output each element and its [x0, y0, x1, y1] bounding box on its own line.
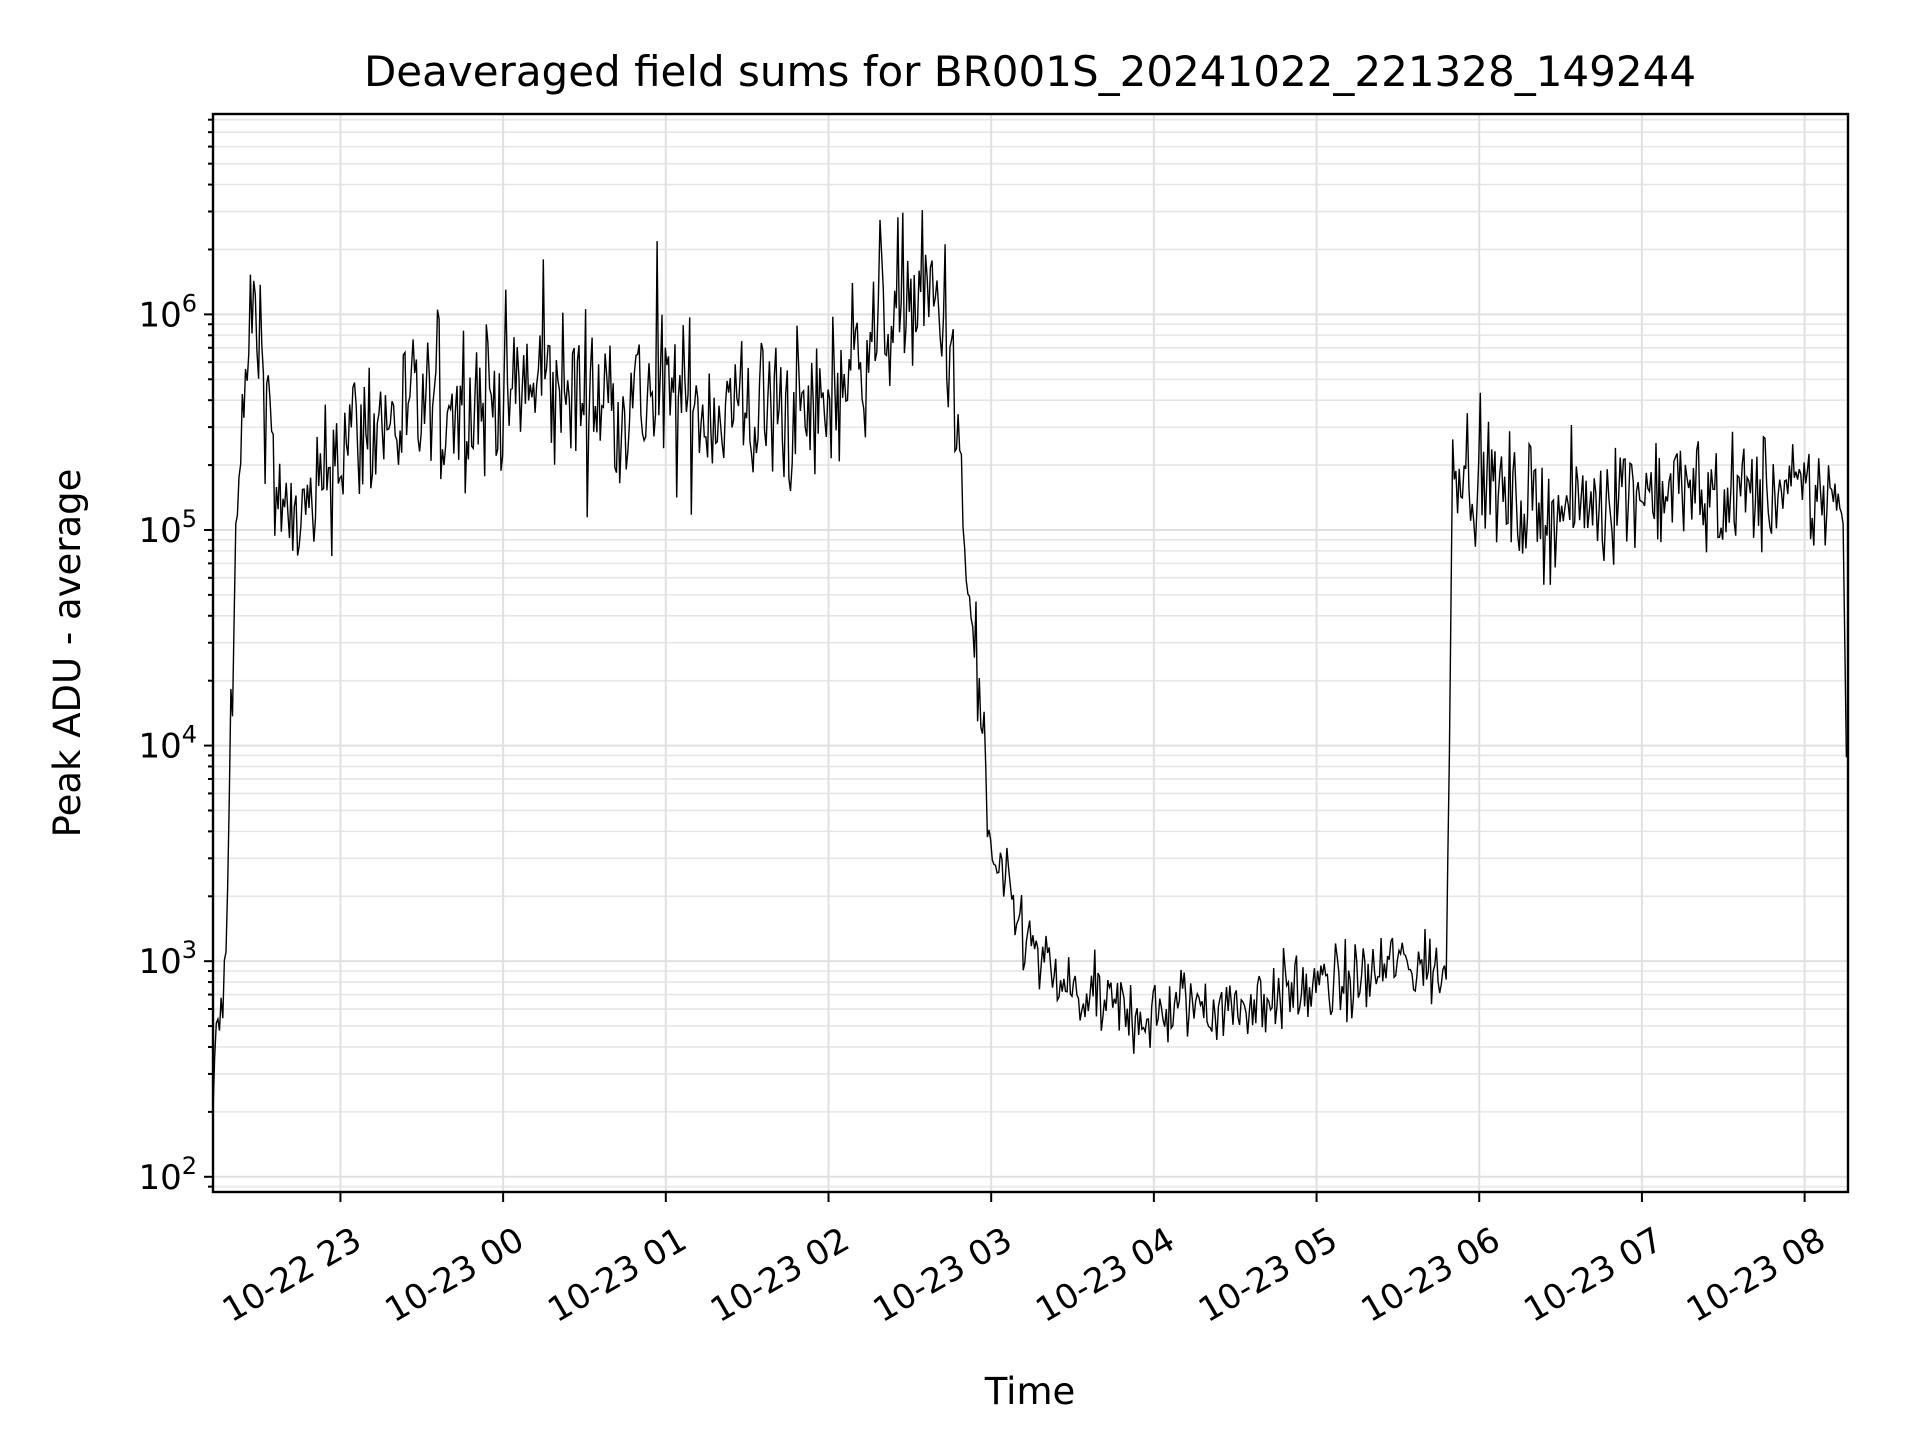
- y-tick-label: 104: [138, 721, 197, 767]
- x-tick-label: 10-23 07: [1517, 1220, 1669, 1331]
- chart-title: Deaveraged field sums for BR001S_2024102…: [364, 47, 1696, 96]
- x-tick-label: 10-23 08: [1680, 1220, 1832, 1331]
- x-tick-label: 10-23 03: [867, 1220, 1019, 1331]
- x-axis: 10-22 23 10-23 00 10-23 01 10-23 02 10-23 03…: [216, 1192, 1832, 1331]
- grid: [213, 114, 1848, 1192]
- y-tick-label: 103: [138, 936, 197, 982]
- x-tick-label: 10-23 05: [1192, 1220, 1344, 1331]
- y-axis: 102 103 104 105 106: [138, 118, 213, 1198]
- x-tick-label: 10-23 06: [1355, 1220, 1507, 1331]
- y-tick-label: 102: [138, 1152, 197, 1198]
- x-tick-label: 10-23 04: [1029, 1220, 1181, 1331]
- x-tick-label: 10-23 01: [541, 1220, 693, 1331]
- x-tick-label: 10-22 23: [216, 1220, 368, 1331]
- y-tick-label: 105: [138, 505, 197, 551]
- series-line: [212, 209, 1848, 1115]
- x-axis-label: Time: [984, 1370, 1076, 1413]
- series-layer: [212, 209, 1848, 1115]
- plot-frame: [211, 112, 1850, 1194]
- x-tick-label: 10-23 00: [379, 1220, 531, 1331]
- y-tick-label: 106: [138, 289, 197, 335]
- y-axis-label: Peak ADU - average: [46, 469, 89, 838]
- x-tick-label: 10-23 02: [704, 1220, 856, 1331]
